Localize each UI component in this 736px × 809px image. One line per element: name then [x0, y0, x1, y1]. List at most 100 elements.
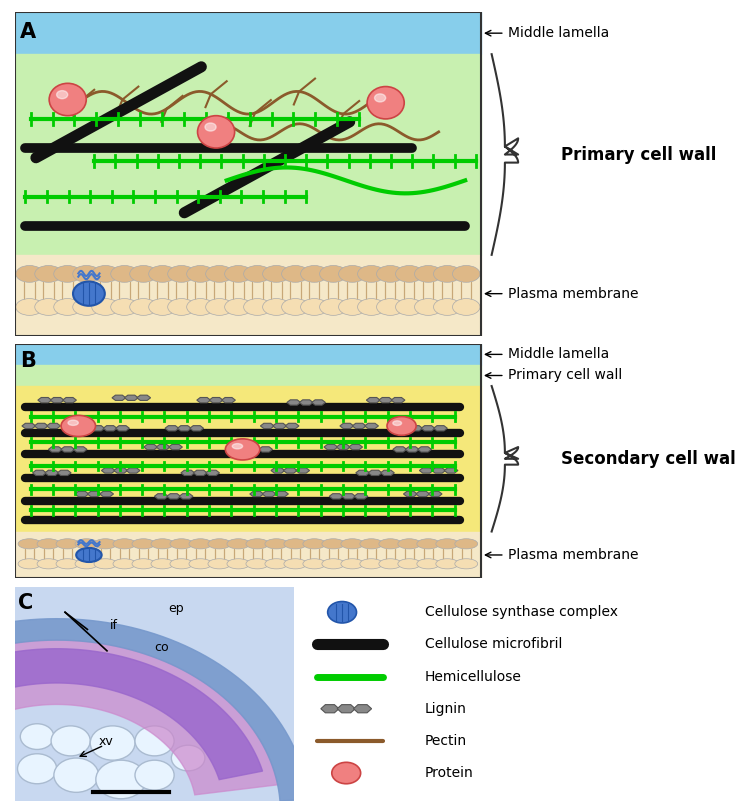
- Circle shape: [341, 539, 364, 549]
- Circle shape: [18, 754, 57, 784]
- Polygon shape: [156, 444, 170, 450]
- Polygon shape: [46, 423, 60, 429]
- Circle shape: [75, 559, 98, 569]
- Ellipse shape: [367, 87, 404, 119]
- Polygon shape: [102, 468, 116, 473]
- Ellipse shape: [233, 443, 243, 449]
- Polygon shape: [368, 470, 382, 476]
- Polygon shape: [0, 619, 308, 801]
- Polygon shape: [63, 397, 77, 403]
- Text: Middle lamella: Middle lamella: [485, 26, 609, 40]
- Circle shape: [265, 539, 288, 549]
- Polygon shape: [311, 400, 325, 405]
- Circle shape: [187, 265, 214, 282]
- Circle shape: [453, 299, 480, 316]
- Circle shape: [246, 539, 269, 549]
- Text: Protein: Protein: [425, 766, 473, 780]
- Circle shape: [263, 265, 290, 282]
- Circle shape: [151, 559, 174, 569]
- Polygon shape: [38, 397, 52, 403]
- Polygon shape: [205, 470, 219, 476]
- Polygon shape: [0, 649, 263, 780]
- Circle shape: [168, 265, 195, 282]
- Bar: [15, 386, 481, 532]
- Polygon shape: [91, 426, 105, 431]
- Circle shape: [398, 559, 421, 569]
- Circle shape: [54, 758, 99, 792]
- Polygon shape: [112, 395, 126, 400]
- Circle shape: [319, 265, 347, 282]
- Polygon shape: [103, 426, 117, 431]
- Circle shape: [35, 265, 63, 282]
- Polygon shape: [126, 468, 140, 473]
- Circle shape: [94, 539, 117, 549]
- Polygon shape: [99, 491, 113, 497]
- Bar: [15, 344, 481, 365]
- Polygon shape: [165, 426, 179, 431]
- Circle shape: [130, 265, 158, 282]
- Bar: [15, 12, 481, 54]
- Polygon shape: [364, 423, 378, 429]
- Polygon shape: [300, 400, 313, 405]
- Polygon shape: [73, 447, 87, 452]
- Polygon shape: [22, 423, 36, 429]
- Circle shape: [300, 265, 328, 282]
- Text: ep: ep: [169, 602, 184, 616]
- Circle shape: [246, 559, 269, 569]
- Polygon shape: [250, 491, 263, 497]
- Ellipse shape: [57, 91, 68, 99]
- Polygon shape: [49, 447, 63, 452]
- Polygon shape: [88, 491, 101, 497]
- Circle shape: [263, 299, 290, 316]
- Circle shape: [436, 559, 459, 569]
- Ellipse shape: [61, 415, 96, 437]
- Polygon shape: [434, 426, 447, 431]
- Circle shape: [92, 265, 119, 282]
- Polygon shape: [179, 493, 193, 499]
- Polygon shape: [349, 444, 363, 450]
- Polygon shape: [420, 468, 434, 473]
- Circle shape: [358, 299, 385, 316]
- Circle shape: [453, 265, 480, 282]
- Circle shape: [244, 299, 271, 316]
- Circle shape: [132, 559, 155, 569]
- Circle shape: [414, 265, 442, 282]
- Polygon shape: [247, 447, 260, 452]
- Polygon shape: [271, 468, 285, 473]
- Polygon shape: [0, 640, 277, 795]
- Polygon shape: [354, 493, 368, 499]
- Polygon shape: [116, 426, 130, 431]
- Polygon shape: [353, 423, 366, 429]
- Circle shape: [358, 265, 385, 282]
- Polygon shape: [273, 423, 286, 429]
- Polygon shape: [75, 491, 89, 497]
- Circle shape: [205, 265, 233, 282]
- Circle shape: [94, 559, 117, 569]
- Text: Plasma membrane: Plasma membrane: [485, 548, 638, 562]
- Circle shape: [224, 265, 252, 282]
- Polygon shape: [342, 493, 355, 499]
- Polygon shape: [222, 397, 236, 403]
- Polygon shape: [167, 493, 180, 499]
- Bar: [15, 344, 481, 578]
- Polygon shape: [287, 400, 301, 405]
- Circle shape: [284, 559, 307, 569]
- Circle shape: [339, 299, 366, 316]
- Polygon shape: [262, 491, 276, 497]
- Bar: [15, 255, 481, 336]
- Text: C: C: [18, 593, 33, 613]
- Bar: [15, 12, 481, 336]
- Text: co: co: [155, 641, 169, 654]
- Circle shape: [398, 539, 421, 549]
- Circle shape: [417, 559, 439, 569]
- Circle shape: [170, 559, 193, 569]
- Text: Middle lamella: Middle lamella: [485, 347, 609, 362]
- Circle shape: [319, 299, 347, 316]
- Ellipse shape: [77, 548, 102, 562]
- Circle shape: [208, 539, 231, 549]
- Polygon shape: [197, 397, 210, 403]
- Ellipse shape: [393, 421, 402, 426]
- Circle shape: [149, 299, 176, 316]
- Polygon shape: [355, 470, 369, 476]
- Polygon shape: [379, 397, 392, 403]
